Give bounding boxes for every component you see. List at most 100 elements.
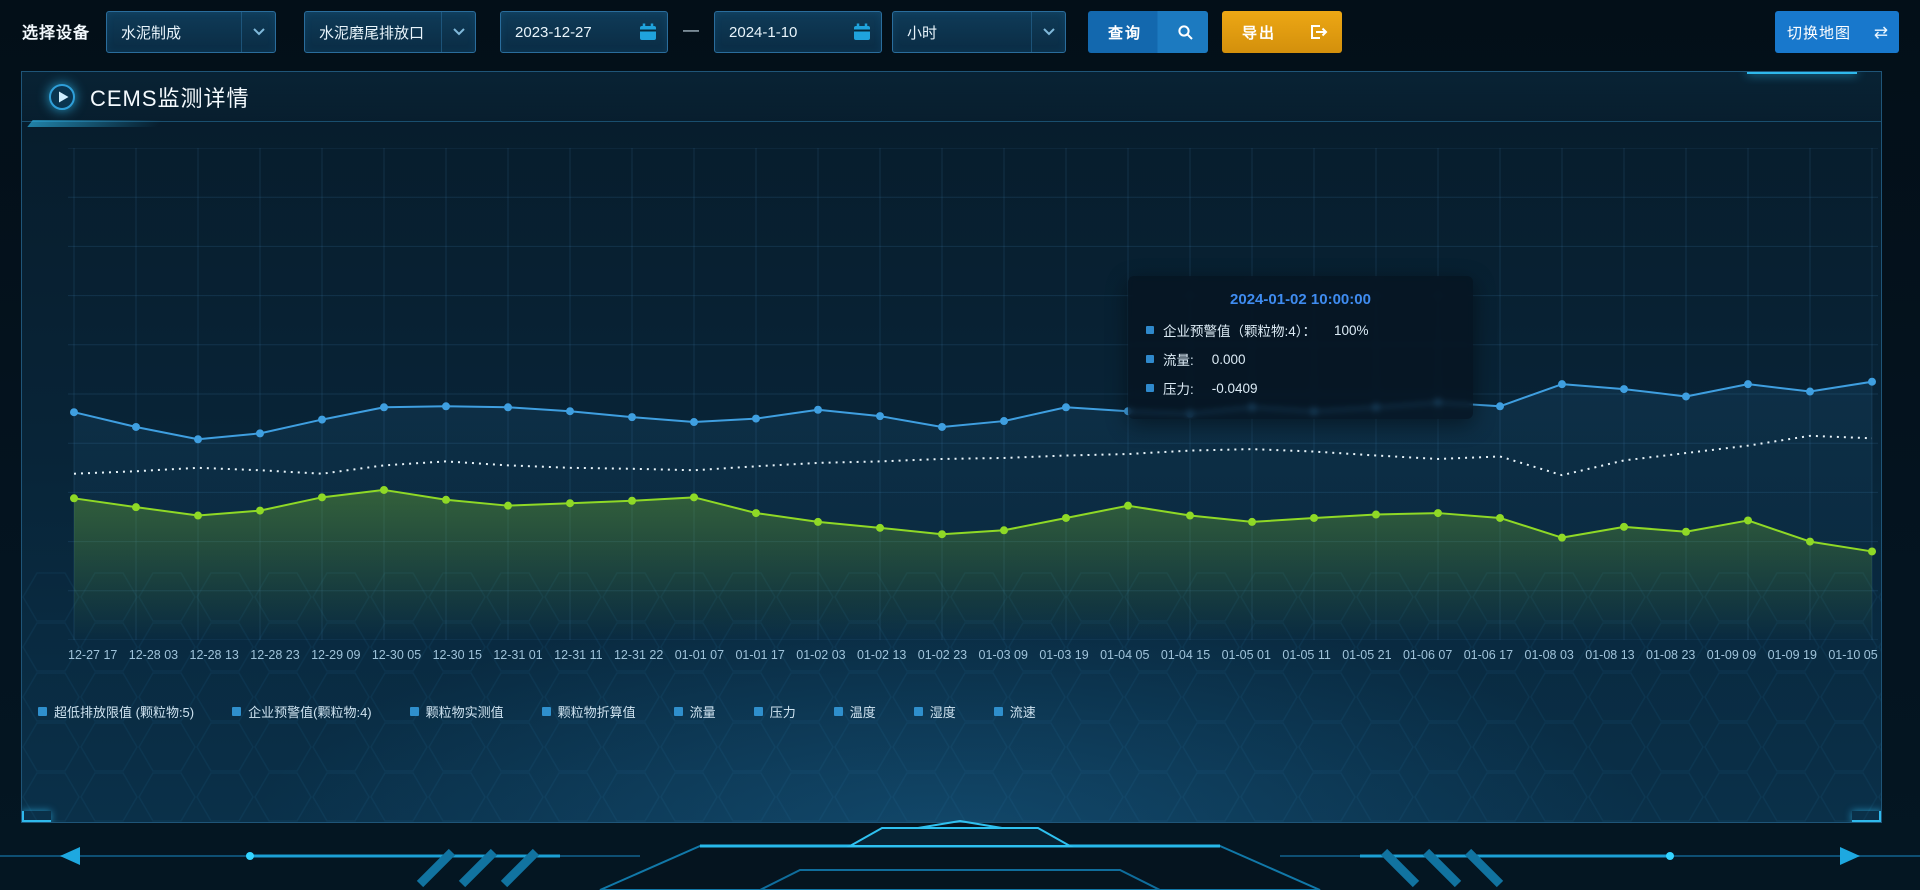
legend-label: 温度	[849, 705, 876, 720]
legend-item[interactable]: 温度	[833, 702, 876, 721]
x-axis-label: 01-10 05	[1828, 648, 1878, 662]
header-decoration	[27, 120, 163, 127]
x-axis-label: 01-06 07	[1402, 648, 1453, 662]
x-axis-label: 12-29 09	[311, 648, 361, 662]
end-date-value: 2024-1-10	[729, 23, 798, 41]
query-button-label: 查询	[1108, 24, 1143, 42]
legend-label: 超低排放限值 (颗粒物:5)	[54, 705, 195, 720]
x-axis-label: 01-01 17	[735, 648, 785, 662]
header-accent-line	[1747, 72, 1857, 74]
tooltip-value: 100%	[1334, 322, 1369, 338]
legend-item[interactable]: 超低排放限值 (颗粒物:5)	[38, 702, 194, 721]
tooltip-label: 流量:	[1163, 353, 1194, 368]
outlet-value: 水泥磨尾排放口	[319, 24, 425, 42]
tooltip-row: 流量: 0.000	[1146, 349, 1455, 369]
tooltip-row: 压力: -0.0409	[1146, 378, 1455, 398]
panel-header: CEMS监测详情	[22, 72, 1881, 127]
legend-label: 流速	[1009, 705, 1036, 720]
x-axis-label: 12-30 05	[371, 648, 422, 662]
x-axis-label: 12-28 13	[189, 648, 239, 662]
x-axis-label: 12-31 11	[554, 648, 603, 662]
tooltip-value: 0.000	[1211, 351, 1246, 367]
x-axis-label: 01-09 09	[1706, 648, 1757, 662]
tooltip-label: 企业预警值（颗粒物:4）：	[1163, 324, 1317, 339]
x-axis-label: 01-03 19	[1039, 648, 1089, 662]
x-axis-label: 01-03 09	[978, 648, 1028, 662]
query-button[interactable]: 查询	[1088, 11, 1209, 53]
switch-arrows-icon: ⇄	[1873, 22, 1889, 42]
x-axis-label: 01-08 13	[1585, 648, 1635, 662]
export-button-label: 导出	[1242, 24, 1277, 42]
x-axis-label: 01-02 03	[796, 648, 846, 662]
x-axis-label: 01-08 23	[1646, 648, 1696, 662]
x-axis-label: 12-31 01	[493, 648, 543, 662]
x-axis-label: 12-30 15	[432, 648, 482, 662]
tooltip-row: 企业预警值（颗粒物:4）： 100%	[1146, 320, 1455, 340]
x-axis-label: 01-02 23	[917, 648, 968, 662]
x-axis-label: 01-08 03	[1524, 648, 1574, 662]
legend-label: 湿度	[929, 705, 956, 720]
x-axis-label: 12-27 17	[68, 648, 118, 662]
legend-item[interactable]: 流量	[673, 702, 716, 721]
play-icon	[48, 83, 76, 111]
start-date-input[interactable]: 2023-12-27	[500, 11, 669, 53]
legend-label: 颗粒物实测值	[425, 705, 504, 720]
legend-marker-icon	[673, 707, 683, 716]
toolbar: 选择设备 水泥制成 水泥磨尾排放口 2023-12-27 — 2024-1-10…	[0, 0, 1920, 62]
legend-marker-icon	[38, 707, 47, 716]
x-axis-label: 12-28 03	[128, 648, 179, 662]
chevron-down-icon	[241, 12, 275, 52]
x-axis-label: 01-05 01	[1221, 648, 1271, 662]
x-axis-label: 01-05 21	[1342, 648, 1392, 662]
series-bullet-icon	[1146, 326, 1154, 334]
legend-label: 流量	[689, 705, 716, 720]
legend-marker-icon	[993, 707, 1003, 716]
device-type-select[interactable]: 水泥制成	[106, 11, 277, 53]
export-button[interactable]: 导出	[1222, 11, 1343, 53]
x-axis-label: 01-04 05	[1100, 648, 1150, 662]
line-chart[interactable]	[68, 148, 1878, 640]
legend-item[interactable]: 颗粒物折算值	[541, 702, 636, 721]
x-axis-label: 01-05 11	[1282, 648, 1331, 662]
tooltip-timestamp: 2024-01-02 10:00:00	[1230, 291, 1371, 308]
panel-title: CEMS监测详情	[90, 85, 250, 111]
tooltip-value: -0.0409	[1211, 380, 1258, 396]
x-axis-label: 01-09 19	[1767, 648, 1817, 662]
legend-marker-icon	[753, 707, 763, 716]
interval-select[interactable]: 小时	[892, 11, 1067, 53]
legend-item[interactable]: 颗粒物实测值	[409, 702, 504, 721]
x-axis-label: 12-28 23	[250, 648, 300, 662]
x-axis: 12-27 17 12-28 03 12-28 13 12-28 23 12-29 09…	[68, 648, 1878, 662]
x-axis-label: 12-31 22	[613, 648, 664, 662]
calendar-icon	[638, 22, 658, 42]
chevron-down-icon	[1031, 12, 1065, 52]
outlet-select[interactable]: 水泥磨尾排放口	[304, 11, 477, 53]
legend-item[interactable]: 流速	[993, 702, 1036, 721]
corner-bracket	[1852, 811, 1881, 822]
legend-marker-icon	[541, 707, 551, 716]
end-date-input[interactable]: 2024-1-10	[714, 11, 883, 53]
switch-map-button[interactable]: 切换地图 ⇄	[1775, 11, 1899, 53]
chart-tooltip: 2024-01-02 10:00:00 企业预警值（颗粒物:4）： 100% 流量:…	[1128, 276, 1473, 419]
chart[interactable]: 12-27 17 12-28 03 12-28 13 12-28 23 12-29 09…	[68, 148, 1878, 748]
tooltip-items: 企业预警值（颗粒物:4）： 100% 流量: 0.000 压力: -0.0409	[1146, 320, 1455, 398]
legend-label: 企业预警值(颗粒物:4)	[248, 705, 372, 720]
device-select-label: 选择设备	[22, 25, 91, 42]
search-icon	[1178, 24, 1193, 40]
legend-marker-icon	[232, 707, 242, 716]
legend-label: 颗粒物折算值	[557, 705, 636, 720]
legend-marker-icon	[833, 707, 843, 716]
x-axis-label: 01-04 15	[1160, 648, 1211, 662]
device-type-value: 水泥制成	[121, 24, 182, 42]
chevron-down-icon	[441, 12, 475, 52]
x-axis-label: 01-02 13	[857, 648, 907, 662]
cems-panel: CEMS监测详情 12-27 17 12-28 03 12-28 13 12-28 2…	[21, 71, 1882, 823]
legend-label: 压力	[769, 705, 796, 720]
legend-item[interactable]: 湿度	[913, 702, 956, 721]
legend-item[interactable]: 压力	[753, 702, 796, 721]
start-date-value: 2023-12-27	[515, 23, 592, 41]
chart-legend: 超低排放限值 (颗粒物:5) 企业预警值(颗粒物:4) 颗粒物实测值 颗粒物折算值 流量…	[38, 702, 1036, 721]
legend-item[interactable]: 企业预警值(颗粒物:4)	[232, 702, 372, 721]
footer-decoration	[0, 820, 1920, 890]
calendar-icon	[852, 22, 872, 42]
